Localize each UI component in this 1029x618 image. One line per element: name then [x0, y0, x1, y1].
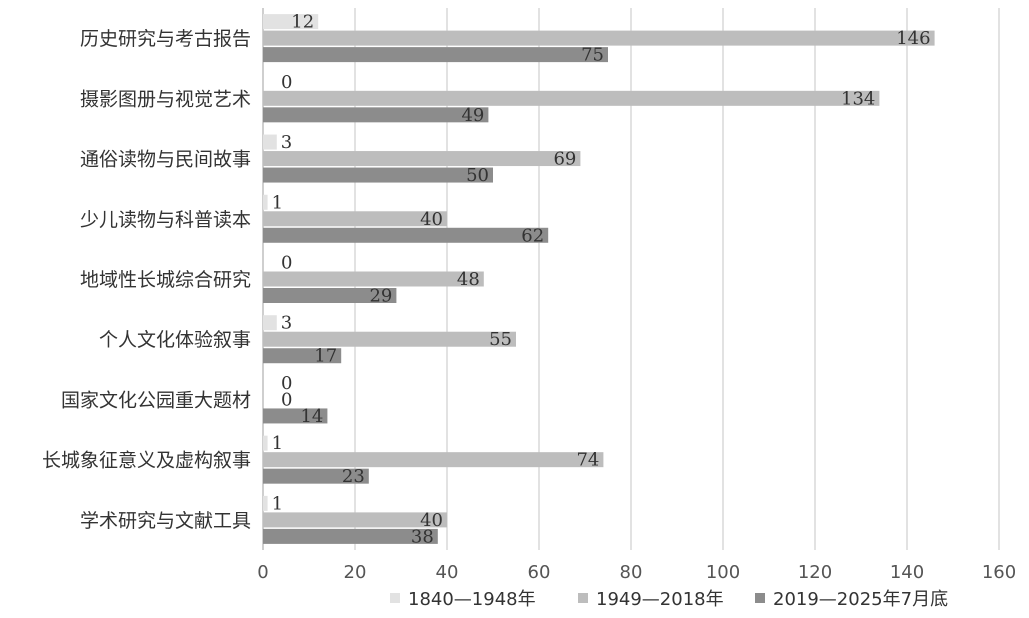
bar	[263, 495, 268, 511]
bar	[263, 315, 277, 331]
data-label: 1	[272, 433, 283, 454]
data-label: 17	[314, 346, 337, 367]
bar	[263, 512, 447, 528]
data-label: 0	[281, 253, 292, 274]
data-label: 1	[272, 192, 283, 213]
data-label: 0	[281, 389, 292, 410]
bar	[263, 331, 516, 347]
legend-label: 1840—1948年	[408, 589, 536, 610]
category-label: 国家文化公园重大题材	[61, 389, 251, 411]
category-label: 地域性长城综合研究	[80, 269, 251, 291]
bar	[263, 90, 880, 106]
x-tick-label: 60	[528, 562, 551, 583]
bar	[263, 107, 489, 123]
x-tick-label: 40	[436, 562, 459, 583]
bar	[263, 288, 397, 303]
bar	[263, 167, 493, 183]
category-label: 通俗读物与民间故事	[80, 149, 251, 171]
x-tick-label: 80	[620, 562, 643, 583]
bar	[263, 30, 935, 46]
data-label: 0	[281, 72, 292, 93]
legend-swatch	[755, 593, 765, 603]
bar	[263, 211, 447, 227]
bar	[263, 151, 581, 167]
bar	[263, 47, 608, 63]
data-label: 146	[896, 28, 930, 49]
data-label: 12	[291, 12, 314, 33]
bar	[263, 227, 549, 243]
data-label: 40	[420, 510, 443, 531]
x-tick-label: 100	[706, 562, 740, 583]
category-label: 学术研究与文献工具	[80, 510, 251, 532]
x-tick-label: 120	[798, 562, 832, 583]
data-label: 23	[342, 466, 365, 487]
data-label: 50	[466, 165, 489, 186]
data-label: 48	[457, 269, 480, 290]
data-label: 14	[300, 406, 323, 427]
data-label: 74	[576, 450, 599, 471]
data-label: 62	[521, 225, 544, 246]
data-label: 40	[420, 209, 443, 230]
bar	[263, 408, 328, 424]
legend-label: 2019—2025年7月底	[773, 589, 948, 610]
data-label: 3	[281, 313, 292, 334]
legend-swatch	[390, 593, 400, 603]
data-label: 55	[489, 329, 512, 350]
data-label: 38	[411, 526, 434, 547]
bar	[263, 468, 369, 484]
bar	[263, 14, 319, 30]
data-label: 75	[581, 45, 604, 66]
bar	[263, 134, 277, 150]
category-label: 少儿读物与科普读本	[80, 209, 251, 231]
data-label: 1	[272, 493, 283, 514]
legend-swatch	[578, 593, 588, 603]
category-label: 长城象征意义及虚构叙事	[42, 450, 251, 472]
bar	[263, 348, 342, 364]
x-tick-label: 160	[982, 562, 1016, 583]
bar	[263, 435, 268, 451]
data-label: 0	[281, 373, 292, 394]
x-tick-label: 140	[890, 562, 924, 583]
bar	[263, 452, 604, 468]
bar	[263, 194, 268, 210]
data-label: 49	[461, 105, 484, 126]
category-label: 历史研究与考古报告	[80, 28, 251, 50]
x-tick-label: 0	[257, 562, 268, 583]
x-tick-label: 20	[344, 562, 367, 583]
data-label: 134	[841, 88, 875, 109]
bar	[263, 271, 484, 287]
legend-label: 1949—2018年	[596, 589, 724, 610]
data-label: 3	[281, 132, 292, 153]
category-label: 个人文化体验叙事	[99, 329, 251, 351]
data-label: 29	[369, 286, 392, 307]
bar	[263, 528, 438, 544]
category-label: 摄影图册与视觉艺术	[80, 88, 251, 110]
data-label: 69	[553, 149, 576, 170]
